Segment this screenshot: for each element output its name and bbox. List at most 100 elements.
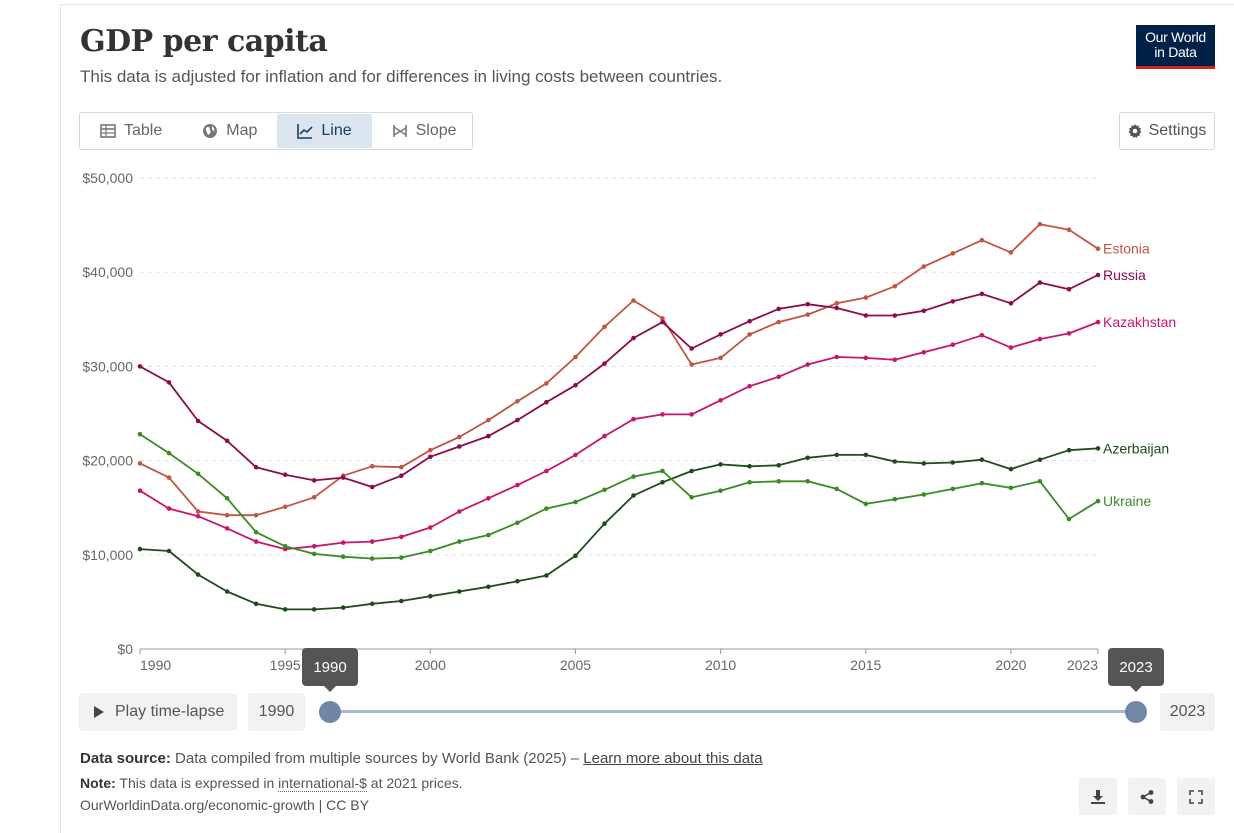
start-year-box[interactable]: 1990: [248, 693, 305, 731]
data-point-russia: [195, 418, 201, 424]
data-point-ukraine: [805, 479, 810, 484]
data-point-russia: [950, 299, 956, 304]
data-point-estonia: [689, 362, 694, 367]
data-point-azerbaijan: [195, 572, 201, 577]
share-icon: [1140, 789, 1154, 804]
data-point-ukraine: [718, 488, 723, 494]
data-point-kazakhstan: [166, 506, 172, 511]
series-line-estonia: [139, 223, 1099, 517]
x-tick-label: 2023: [1067, 657, 1098, 673]
share-button[interactable]: [1128, 778, 1166, 815]
data-point-russia: [863, 313, 869, 318]
tab-table[interactable]: Table: [80, 114, 182, 148]
data-point-azerbaijan: [979, 457, 985, 463]
source-label: Data source:: [80, 750, 171, 767]
data-point-kazakhstan: [457, 509, 462, 514]
data-point-kazakhstan: [1037, 336, 1043, 342]
settings-label: Settings: [1148, 122, 1207, 139]
owid-logo[interactable]: Our World in Data: [1136, 25, 1215, 69]
data-point-ukraine: [921, 492, 927, 497]
data-point-kazakhstan: [573, 452, 578, 458]
settings-button[interactable]: Settings: [1119, 112, 1215, 150]
play-timelapse-button[interactable]: Play time-lapse: [79, 693, 237, 731]
data-point-russia: [631, 335, 636, 341]
data-point-kazakhstan: [689, 412, 694, 417]
end-year-box[interactable]: 2023: [1160, 693, 1215, 731]
data-point-estonia: [311, 495, 317, 500]
data-point-estonia: [282, 504, 288, 510]
data-point-azerbaijan: [515, 578, 520, 584]
table-icon: [100, 124, 116, 138]
data-point-russia: [486, 433, 491, 439]
data-point-azerbaijan: [544, 573, 549, 578]
data-point-azerbaijan: [602, 521, 607, 526]
data-point-ukraine: [660, 468, 665, 474]
learn-more-link[interactable]: Learn more about this data: [583, 750, 763, 767]
data-point-azerbaijan: [689, 468, 694, 474]
data-point-estonia: [631, 298, 636, 303]
data-point-azerbaijan: [863, 452, 869, 458]
timeline-track[interactable]: [330, 710, 1136, 713]
fullscreen-button[interactable]: [1177, 778, 1215, 815]
timeline-start-handle[interactable]: [319, 701, 341, 723]
data-point-ukraine: [573, 499, 578, 505]
data-point-russia: [137, 364, 143, 369]
y-tick-label: $30,000: [82, 358, 133, 374]
data-point-kazakhstan: [224, 526, 230, 531]
x-tick-label: 1995: [270, 657, 301, 673]
note-text-2: at 2021 prices.: [370, 775, 463, 791]
data-point-azerbaijan: [311, 607, 317, 612]
data-point-estonia: [253, 512, 259, 518]
data-point-azerbaijan: [1008, 466, 1014, 472]
data-point-kazakhstan: [979, 333, 985, 338]
page-subtitle: This data is adjusted for inflation and …: [80, 67, 723, 86]
international-dollar-link[interactable]: international-$: [278, 775, 367, 792]
data-point-ukraine: [428, 548, 433, 554]
data-point-kazakhstan: [1095, 319, 1101, 325]
data-point-kazakhstan: [1066, 331, 1072, 336]
data-point-ukraine: [224, 496, 230, 501]
data-point-ukraine: [631, 474, 636, 479]
data-point-estonia: [544, 381, 549, 386]
series-label-russia: Russia: [1103, 267, 1146, 283]
data-point-kazakhstan: [921, 350, 927, 355]
data-point-russia: [224, 438, 230, 444]
data-point-azerbaijan: [776, 463, 781, 468]
tab-map[interactable]: Map: [182, 114, 277, 148]
data-point-kazakhstan: [1008, 345, 1014, 350]
data-point-estonia: [573, 354, 578, 360]
data-point-kazakhstan: [311, 544, 317, 549]
data-point-kazakhstan: [834, 354, 839, 360]
credit-line: OurWorldinData.org/economic-growth | CC …: [80, 797, 369, 813]
note-text-1: This data is expressed in: [119, 775, 275, 791]
data-point-russia: [340, 475, 346, 480]
data-point-kazakhstan: [950, 342, 956, 348]
timeline-end-handle[interactable]: [1125, 701, 1147, 723]
data-point-azerbaijan: [805, 455, 810, 461]
data-point-ukraine: [253, 529, 259, 535]
data-point-azerbaijan: [369, 601, 375, 607]
data-point-azerbaijan: [718, 462, 723, 467]
data-point-ukraine: [950, 486, 956, 492]
data-point-azerbaijan: [892, 459, 898, 464]
data-point-ukraine: [1008, 485, 1014, 491]
data-point-ukraine: [166, 450, 172, 456]
data-point-estonia: [195, 509, 201, 514]
data-point-kazakhstan: [399, 534, 404, 540]
data-point-estonia: [166, 475, 172, 480]
data-point-russia: [921, 308, 927, 314]
data-point-kazakhstan: [805, 362, 810, 367]
tab-slope[interactable]: Slope: [372, 114, 477, 148]
data-point-estonia: [486, 417, 491, 423]
series-label-ukraine: Ukraine: [1103, 493, 1151, 509]
data-point-kazakhstan: [660, 412, 665, 417]
data-point-kazakhstan: [515, 482, 520, 488]
data-point-russia: [282, 472, 288, 478]
download-button[interactable]: [1079, 778, 1117, 815]
data-point-estonia: [747, 332, 752, 337]
data-point-russia: [747, 318, 752, 324]
tab-line[interactable]: Line: [277, 114, 372, 148]
data-point-kazakhstan: [137, 488, 143, 494]
data-point-ukraine: [515, 520, 520, 526]
data-point-ukraine: [340, 554, 346, 559]
